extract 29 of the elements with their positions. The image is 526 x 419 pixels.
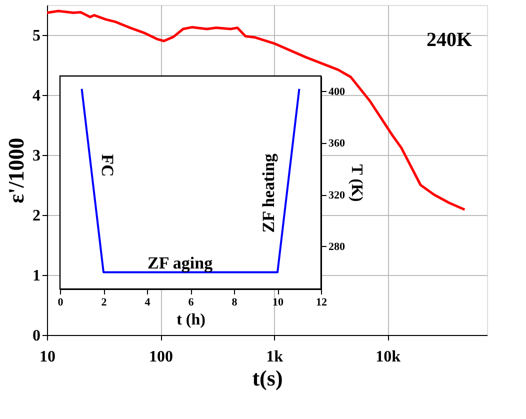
y-tick-label: 280 <box>328 240 346 253</box>
x-axis-title: t (h) <box>176 312 206 328</box>
y-tick-label: 400 <box>328 86 346 98</box>
x-tick-label: 10k <box>376 348 401 366</box>
y-tick-label: 3 <box>32 148 40 164</box>
x-tick-label: 6 <box>188 296 194 308</box>
x-tick-label: 2 <box>101 296 108 308</box>
x-tick-label: 12 <box>316 296 328 308</box>
y-tick-label: 320 <box>328 189 346 202</box>
x-tick-label: 8 <box>232 296 238 308</box>
y-axis-title: T (K) <box>348 164 365 202</box>
y-tick-label: 360 <box>328 138 346 150</box>
annotation: ZF heating <box>258 153 278 233</box>
x-tick-label: 4 <box>144 296 151 308</box>
annotation: ZF aging <box>148 253 214 272</box>
annotation: FC <box>98 154 117 177</box>
x-tick-label: 10 <box>272 296 284 308</box>
x-tick-label: 0 <box>58 296 64 308</box>
x-tick-label: 100 <box>149 348 174 366</box>
y-tick-label: 1 <box>32 268 40 284</box>
y-axis-title: ε'/1000 <box>4 138 28 204</box>
x-tick-label: 1k <box>266 348 284 366</box>
y-tick-label: 2 <box>32 208 40 224</box>
annotation: 240K <box>426 29 472 51</box>
y-tick-label: 4 <box>32 88 40 104</box>
y-tick-label: 0 <box>32 328 40 344</box>
x-axis-title: t(s) <box>252 366 283 390</box>
x-tick-label: 10 <box>40 348 56 366</box>
y-tick-label: 5 <box>32 28 40 44</box>
